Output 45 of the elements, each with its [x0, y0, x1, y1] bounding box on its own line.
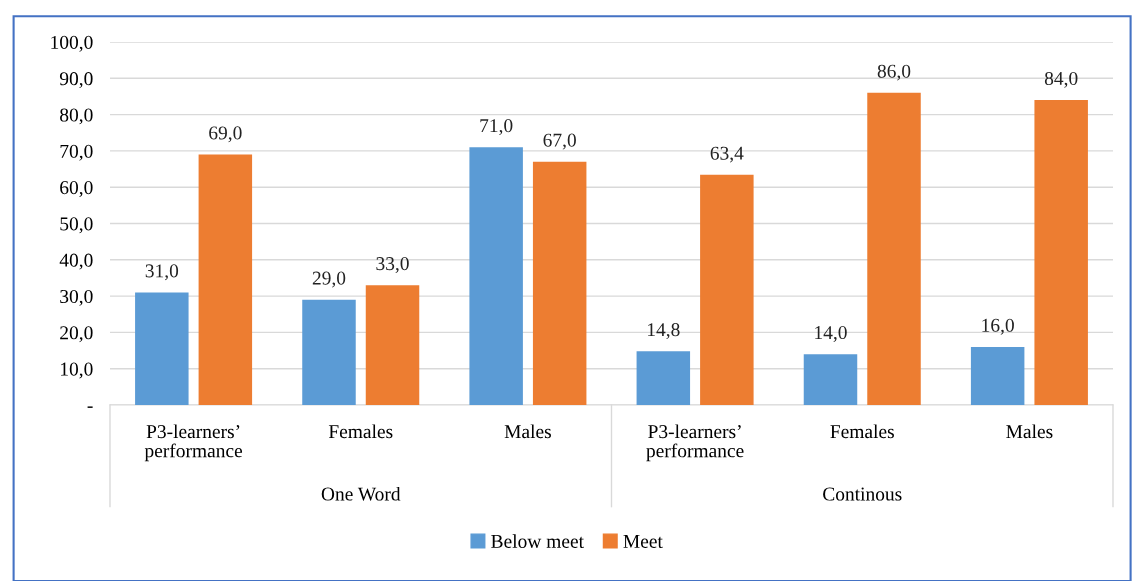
- bar: [970, 346, 1025, 405]
- data-label: 86,0: [877, 64, 911, 81]
- y-tick-label: 20,0: [60, 326, 93, 343]
- y-tick-label: 100,0: [51, 35, 93, 52]
- bar: [1034, 100, 1088, 405]
- data-label: 33,0: [376, 257, 409, 273]
- bar: [532, 161, 587, 405]
- x-tick-label: P3-learners’ performance: [646, 424, 744, 462]
- y-tick-label: 40,0: [59, 253, 93, 270]
- bar: [469, 147, 523, 405]
- data-label: 16,0: [982, 318, 1014, 335]
- bar: [302, 299, 356, 405]
- bar: [135, 292, 189, 405]
- data-label: 14,0: [815, 326, 847, 342]
- y-tick-label: 30,0: [60, 289, 93, 306]
- legend-label: Meet: [623, 535, 663, 548]
- data-label: 67,0: [543, 133, 576, 150]
- x-tick-label: Males: [1006, 424, 1053, 439]
- y-tick-label: 10,0: [61, 362, 93, 379]
- y-tick-label: 70,0: [60, 144, 93, 161]
- x-tick-label: P3-learners’ performance: [144, 424, 243, 462]
- data-label: 29,0: [312, 271, 346, 288]
- x-tick-label: Females: [328, 424, 393, 439]
- y-tick-label: 90,0: [59, 72, 93, 89]
- bar: [365, 285, 420, 405]
- data-label: 69,0: [209, 126, 242, 143]
- bar: [867, 92, 921, 405]
- bar: [803, 354, 858, 405]
- data-label: 63,4: [710, 146, 744, 163]
- x-tick-label: Males: [504, 424, 551, 439]
- data-label: 14,8: [648, 323, 680, 340]
- bar: [700, 174, 754, 405]
- bar: [636, 351, 691, 405]
- x-tick-label: Females: [830, 424, 894, 439]
- data-label: 84,0: [1044, 71, 1078, 88]
- y-tick-label: 60,0: [60, 181, 93, 197]
- y-tick-label: -: [87, 406, 93, 408]
- legend-label: Below meet: [491, 534, 584, 548]
- data-label: 31,0: [145, 264, 179, 281]
- bar: [198, 154, 253, 405]
- data-label: 71,0: [480, 119, 513, 136]
- y-tick-label: 50,0: [60, 217, 93, 234]
- y-tick-label: 80,0: [60, 108, 93, 125]
- text: Continous: [823, 487, 902, 501]
- text: One Word: [321, 486, 401, 501]
